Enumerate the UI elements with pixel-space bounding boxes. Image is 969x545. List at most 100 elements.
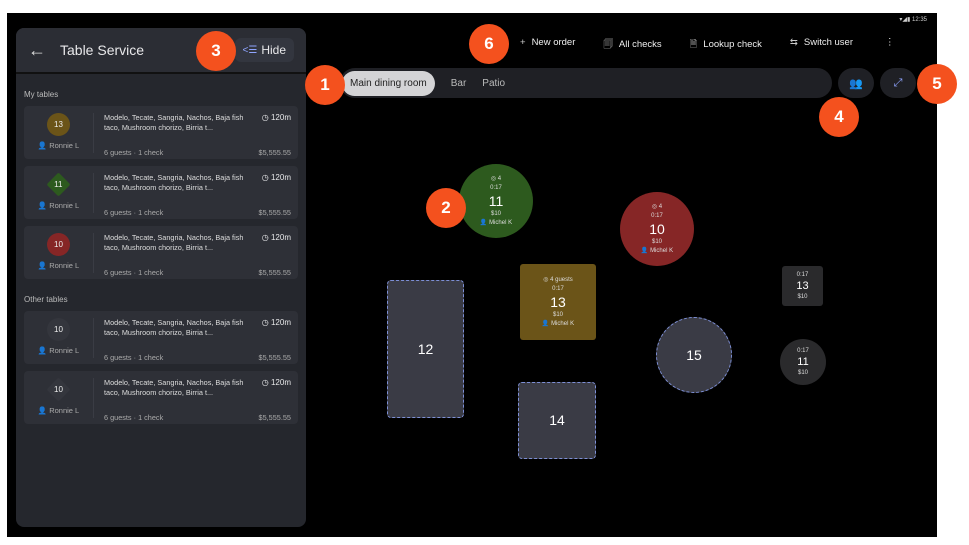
guests-checks: 6 guests · 1 check bbox=[104, 148, 164, 157]
server: 👤 Michel K bbox=[479, 219, 513, 226]
card-left: 13 👤 Ronnie L bbox=[24, 113, 94, 153]
callout-badge-4: 4 bbox=[819, 97, 859, 137]
server-name: Ronnie L bbox=[49, 346, 80, 355]
card-left: 10 👤 Ronnie L bbox=[24, 233, 94, 273]
server-filter-button[interactable]: 👥 bbox=[838, 68, 874, 98]
server-icon: 👤 bbox=[37, 201, 48, 210]
guests: 4 bbox=[658, 203, 663, 210]
time-value: 120m bbox=[270, 173, 291, 182]
new-order-button[interactable]: + New order bbox=[520, 37, 575, 53]
order-items: Modelo, Tecate, Sangria, Nachos, Baja fi… bbox=[104, 378, 244, 397]
amount: $5,555.55 bbox=[258, 353, 291, 362]
new-order-label: New order bbox=[531, 37, 576, 48]
server-name: Ronnie L bbox=[49, 141, 80, 150]
hide-button[interactable]: <☰ Hide bbox=[234, 38, 294, 62]
lookup-check-button[interactable]: 🗎 Lookup check bbox=[690, 37, 762, 53]
time-value: 120m bbox=[270, 378, 291, 387]
amount: $10 bbox=[797, 293, 808, 300]
elapsed-time: 0:17 bbox=[552, 285, 564, 292]
callout-badge-6: 6 bbox=[469, 24, 509, 64]
panel-header: ← Table Service <☰ Hide bbox=[16, 28, 306, 74]
lookup-check-label: Lookup check bbox=[703, 39, 762, 50]
guests: 4 bbox=[497, 175, 502, 182]
table-number: 10 bbox=[54, 385, 63, 394]
time-value: 120m bbox=[270, 318, 291, 327]
time-value: 120m bbox=[270, 233, 291, 242]
guests: 4 guests bbox=[550, 276, 573, 283]
table-number: 11 bbox=[54, 180, 63, 189]
server: 👤 Ronnie L bbox=[38, 346, 79, 355]
guests-checks: 6 guests · 1 check bbox=[104, 413, 164, 422]
table-number: 10 bbox=[54, 325, 63, 334]
table-badge: 10 bbox=[46, 377, 71, 402]
plus-icon: + bbox=[520, 37, 526, 48]
server: 👤 Michel K bbox=[541, 320, 575, 327]
server-name: Ronnie L bbox=[49, 406, 80, 415]
table-badge: 10 bbox=[47, 318, 70, 341]
server-name: Michel K bbox=[489, 219, 513, 226]
lookup-icon: 🗎 bbox=[689, 39, 698, 50]
guests-checks: 6 guests · 1 check bbox=[104, 353, 164, 362]
switch-user-button[interactable]: ⇆ Switch user bbox=[790, 37, 853, 53]
tab-main-dining-room[interactable]: Main dining room bbox=[342, 70, 435, 96]
table-badge: 10 bbox=[47, 233, 70, 256]
clock-icon: ◷ bbox=[261, 113, 269, 122]
table-13-small[interactable]: 0:17 13 $10 bbox=[782, 266, 823, 306]
time: ◷ 120m bbox=[262, 233, 291, 243]
table-number: 10 bbox=[649, 220, 665, 237]
guest-count: ◎ 4 guests bbox=[543, 276, 573, 283]
table-card[interactable]: 11 👤 Ronnie L Modelo, Tecate, Sangria, N… bbox=[24, 166, 298, 219]
table-10-occupied[interactable]: ◎ 4 0:17 10 $10 👤 Michel K bbox=[620, 192, 694, 266]
server-name: Ronnie L bbox=[49, 201, 80, 210]
panel-title: Table Service bbox=[60, 42, 145, 58]
more-menu-icon[interactable]: ⋮ bbox=[885, 37, 895, 48]
tab-bar[interactable]: Bar bbox=[450, 77, 467, 89]
collapse-list-icon: <☰ bbox=[242, 44, 258, 56]
table-number: 12 bbox=[417, 340, 434, 357]
table-14-available[interactable]: 14 bbox=[518, 382, 596, 459]
callout-badge-2: 2 bbox=[426, 188, 466, 228]
guest-count: ◎ 4 bbox=[651, 203, 663, 210]
table-number: 11 bbox=[797, 355, 809, 368]
table-11-small[interactable]: 0:17 11 $10 bbox=[780, 339, 826, 385]
action-bar: + New order 🗐 All checks 🗎 Lookup check ⇆ Sw… bbox=[520, 37, 895, 53]
table-13-occupied[interactable]: ◎ 4 guests 0:17 13 $10 👤 Michel K bbox=[520, 264, 596, 340]
amount: $5,555.55 bbox=[258, 148, 291, 157]
amount: $10 bbox=[490, 210, 501, 217]
order-items: Modelo, Tecate, Sangria, Nachos, Baja fi… bbox=[104, 318, 244, 337]
time: ◷ 120m bbox=[262, 113, 291, 123]
clock-icon: ◷ bbox=[261, 173, 269, 182]
table-card[interactable]: 13 👤 Ronnie L Modelo, Tecate, Sangria, N… bbox=[24, 106, 298, 159]
all-checks-label: All checks bbox=[618, 39, 662, 50]
order-items: Modelo, Tecate, Sangria, Nachos, Baja fi… bbox=[104, 113, 244, 132]
server-name: Michel K bbox=[551, 320, 575, 327]
table-15-available[interactable]: 15 bbox=[656, 317, 732, 393]
table-12-available[interactable]: 12 bbox=[387, 280, 464, 418]
tab-patio[interactable]: Patio bbox=[482, 77, 506, 89]
amount: $10 bbox=[552, 311, 563, 318]
table-number: 13 bbox=[54, 120, 63, 129]
elapsed-time: 0:17 bbox=[797, 347, 809, 354]
elapsed-time: 0:17 bbox=[651, 212, 663, 219]
table-number: 14 bbox=[549, 412, 565, 428]
expand-button[interactable]: ⤢ bbox=[880, 68, 916, 98]
table-card[interactable]: 10 👤 Ronnie L Modelo, Tecate, Sangria, N… bbox=[24, 226, 298, 279]
clock-icon: ◷ bbox=[261, 233, 269, 242]
switch-user-label: Switch user bbox=[803, 37, 853, 48]
card-left: 10 👤 Ronnie L bbox=[24, 377, 94, 418]
guest-count: ◎ 4 bbox=[490, 175, 502, 182]
table-number: 13 bbox=[550, 293, 566, 310]
server: 👤 Ronnie L bbox=[38, 261, 79, 270]
table-11-occupied[interactable]: ◎ 4 0:17 11 $10 👤 Michel K bbox=[459, 164, 533, 238]
table-card[interactable]: 10 👤 Ronnie L Modelo, Tecate, Sangria, N… bbox=[24, 311, 298, 364]
server-icon: 👥 bbox=[849, 77, 863, 90]
table-number: 15 bbox=[686, 346, 702, 363]
back-arrow-icon[interactable]: ← bbox=[28, 39, 46, 60]
hide-label: Hide bbox=[261, 43, 286, 57]
order-items: Modelo, Tecate, Sangria, Nachos, Baja fi… bbox=[104, 173, 244, 192]
all-checks-button[interactable]: 🗐 All checks bbox=[603, 37, 661, 53]
table-badge: 13 bbox=[47, 113, 70, 136]
card-details: Modelo, Tecate, Sangria, Nachos, Baja fi… bbox=[94, 318, 291, 364]
time: ◷ 120m bbox=[262, 173, 291, 183]
table-card[interactable]: 10 👤 Ronnie L Modelo, Tecate, Sangria, N… bbox=[24, 371, 298, 424]
